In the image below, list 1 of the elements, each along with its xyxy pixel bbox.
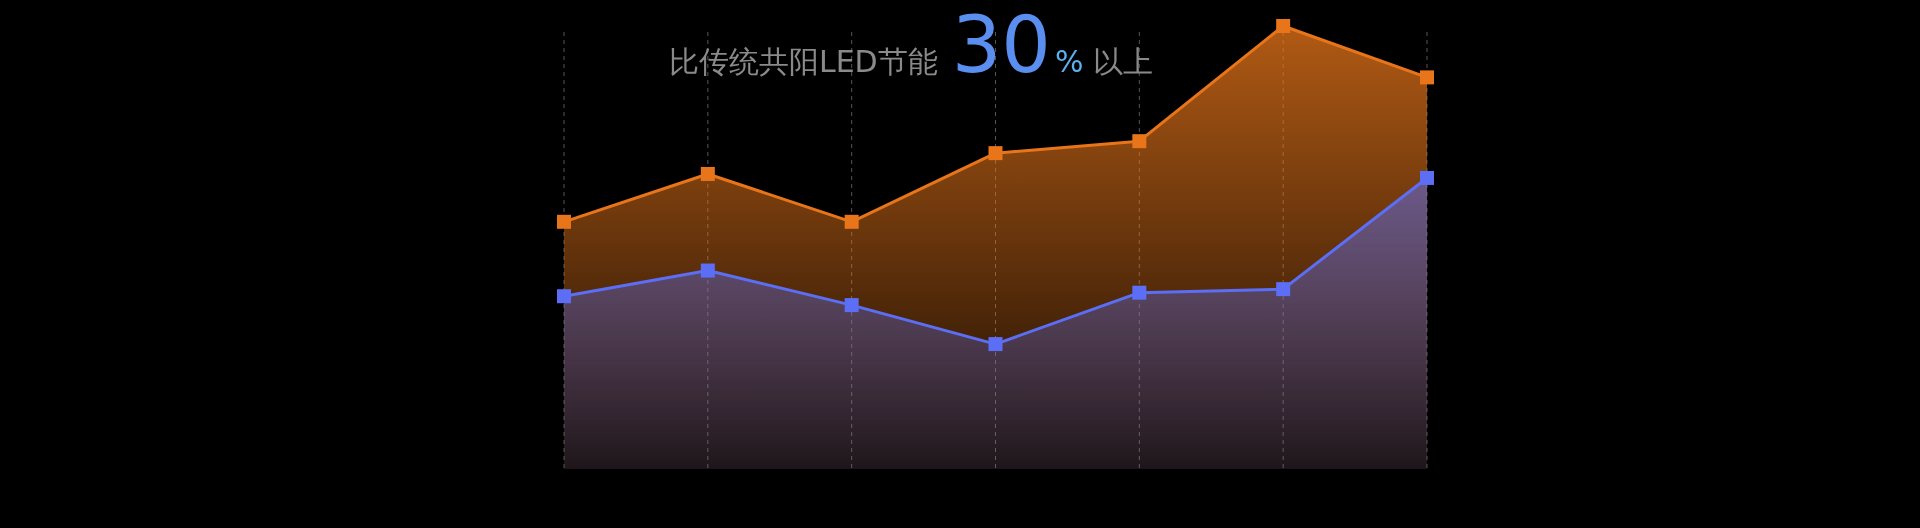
chart-title: 比传统共阳LED节能 30% 以上 <box>668 0 1154 90</box>
